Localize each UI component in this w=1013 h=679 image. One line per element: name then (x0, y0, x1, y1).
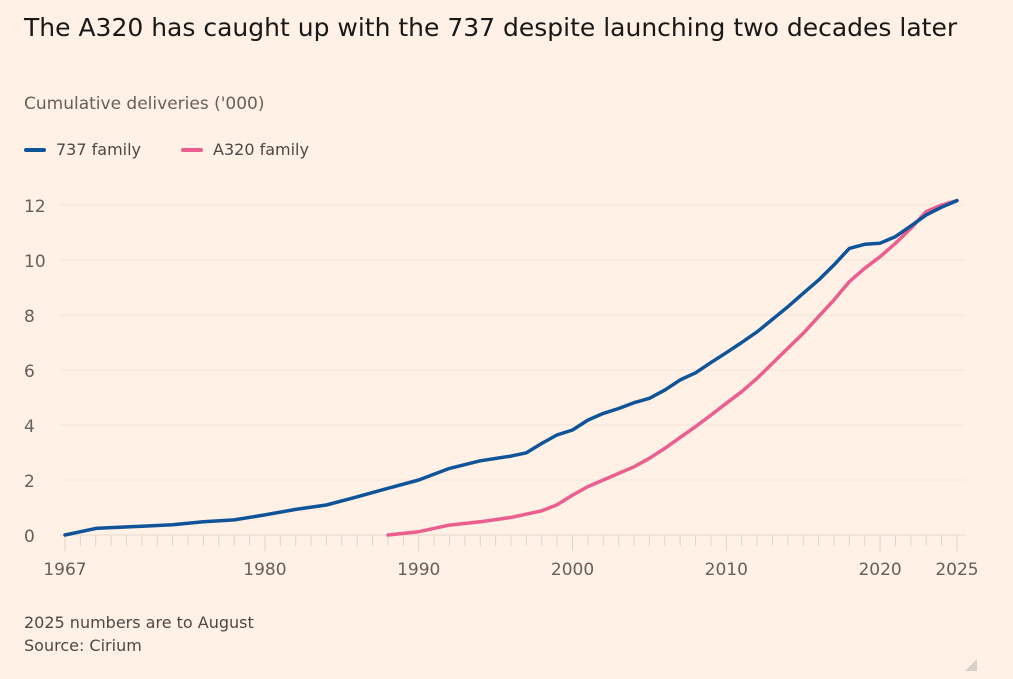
footnote: 2025 numbers are to August (24, 613, 254, 632)
y-tick-label: 8 (24, 307, 35, 327)
legend-swatch-737 (24, 147, 46, 152)
y-tick-label: 2 (24, 472, 35, 492)
x-tick-label: 2010 (705, 560, 748, 580)
legend-item-a320: A320 family (181, 140, 309, 159)
y-tick-label: 0 (24, 527, 35, 547)
legend: 737 family A320 family (24, 140, 309, 159)
source-note: Source: Cirium (24, 636, 142, 655)
legend-swatch-a320 (181, 147, 204, 152)
y-tick-label: 4 (24, 417, 35, 437)
series-line-737 (63, 198, 959, 537)
x-tick-label: 2025 (935, 560, 978, 580)
legend-label-a320: A320 family (213, 140, 309, 159)
chart-subtitle: Cumulative deliveries ('000) (24, 94, 265, 114)
x-tick-label: 1980 (243, 560, 286, 580)
x-tick-label: 2000 (551, 560, 594, 580)
x-tick-label: 1967 (43, 560, 86, 580)
y-tick-label: 6 (24, 362, 35, 382)
y-tick-label: 12 (24, 197, 46, 217)
x-tick-label: 2020 (858, 560, 901, 580)
footer: 2025 numbers are to August Source: Ciriu… (24, 611, 254, 657)
x-tick-label: 1990 (397, 560, 440, 580)
resize-handle-icon[interactable] (965, 659, 977, 671)
legend-item-737: 737 family (24, 140, 141, 159)
series-line-a320 (386, 198, 959, 537)
y-tick-label: 10 (24, 252, 46, 272)
legend-label-737: 737 family (56, 140, 142, 159)
chart-title: The A320 has caught up with the 737 desp… (24, 13, 958, 42)
